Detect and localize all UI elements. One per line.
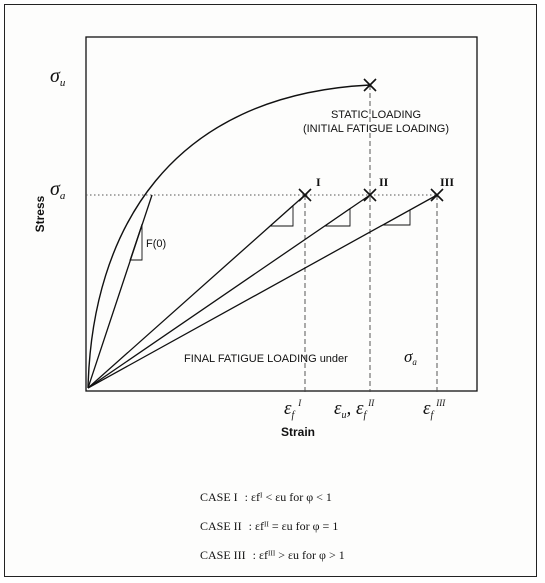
secant-line-case-III	[87, 194, 438, 389]
case-item-II: CASE II : εfᴵᴵ = εu for φ = 1	[200, 519, 342, 534]
x-axis-label: Strain	[281, 425, 315, 439]
static-loading-curve	[87, 84, 371, 389]
slope-triangle-F0	[129, 223, 143, 261]
case-marker-II: II	[379, 175, 389, 189]
sigma-u-label: σu	[50, 65, 66, 89]
secant-line-case-I	[87, 194, 306, 389]
case-item-III: CASE III : εfᴵᴵᴵ > εu for φ > 1	[200, 548, 349, 563]
case-relation: : εfᴵᴵᴵ > εu for φ > 1	[252, 548, 345, 562]
slope-triangle-II	[323, 207, 351, 227]
y-axis-label: Stress	[33, 195, 47, 232]
initial-fatigue-loading-label: (INITIAL FATIGUE LOADING)	[303, 123, 449, 135]
slope-triangle-III	[381, 209, 411, 226]
case-marker-III: III	[440, 175, 454, 189]
strain-label-f-III: εfIII	[423, 398, 446, 421]
case-item-I: CASE I : εfᴵ < εu for φ < 1	[200, 490, 336, 505]
failure-markers	[298, 78, 444, 202]
plot-area	[85, 36, 478, 392]
final-fatigue-loading-label: FINAL FATIGUE LOADING under	[184, 353, 348, 365]
x-marker-ultimate	[363, 78, 377, 92]
case-relation: : εfᴵ < εu for φ < 1	[244, 490, 332, 504]
strain-label-u-f-II: εu, εfII	[334, 398, 375, 421]
sigma-a-label: σa	[50, 178, 66, 202]
slope-triangle-I	[268, 204, 294, 227]
x-marker-III	[430, 188, 444, 202]
final-loading-sigma-symbol: σa	[404, 347, 417, 367]
x-marker-I	[298, 188, 312, 202]
initial-slope-label: F(0)	[146, 238, 166, 250]
figure-frame	[4, 4, 537, 577]
strain-label-f-I: εfI	[284, 398, 302, 421]
case-name: CASE II	[200, 519, 242, 533]
secant-line-case-II	[87, 194, 371, 389]
case-name: CASE III	[200, 548, 246, 562]
case-relation: : εfᴵᴵ = εu for φ = 1	[248, 519, 339, 533]
case-name: CASE I	[200, 490, 238, 504]
static-loading-label: STATIC LOADING	[331, 109, 421, 121]
case-marker-I: I	[316, 175, 321, 189]
x-marker-II	[363, 188, 377, 202]
